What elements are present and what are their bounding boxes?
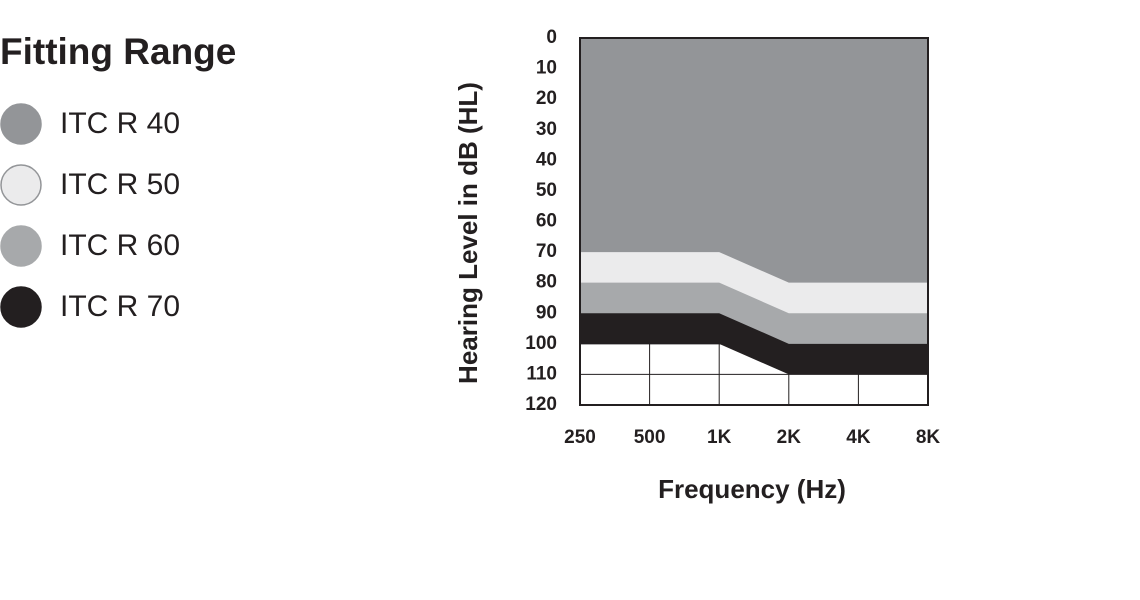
y-tick-label: 90 — [536, 302, 557, 323]
legend-swatch — [0, 286, 42, 328]
y-tick-label: 120 — [525, 394, 557, 415]
y-tick-label: 20 — [536, 88, 557, 109]
x-tick-label: 8K — [916, 427, 941, 448]
legend-label: ITC R 50 — [60, 168, 180, 201]
y-tick-label: 70 — [536, 241, 557, 262]
x-tick-label: 2K — [777, 427, 802, 448]
legend-label: ITC R 70 — [60, 290, 180, 323]
x-tick-label: 250 — [564, 427, 596, 448]
x-axis-label: Frequency (Hz) — [658, 474, 846, 504]
x-tick-label: 500 — [634, 427, 666, 448]
y-axis-label: Hearing Level in dB (HL) — [453, 82, 483, 384]
legend-label: ITC R 40 — [60, 107, 180, 140]
legend-swatch — [0, 164, 42, 206]
legend-swatch — [0, 225, 42, 267]
y-tick-label: 100 — [525, 333, 557, 354]
y-tick-label: 80 — [536, 272, 557, 293]
y-tick-label: 30 — [536, 119, 557, 140]
y-tick-label: 60 — [536, 211, 557, 232]
y-tick-label: 110 — [526, 363, 557, 384]
y-tick-label: 10 — [536, 58, 557, 79]
legend-swatch — [0, 103, 42, 145]
plot-border — [579, 37, 929, 406]
y-tick-label: 50 — [536, 180, 557, 201]
x-tick-label: 4K — [846, 427, 871, 448]
y-tick-label: 0 — [546, 27, 557, 48]
chart-title: Fitting Range — [0, 31, 236, 72]
fitting-range-area — [580, 38, 928, 283]
y-tick-label: 40 — [536, 149, 557, 170]
x-tick-label: 1K — [707, 427, 732, 448]
legend-label: ITC R 60 — [60, 229, 180, 262]
